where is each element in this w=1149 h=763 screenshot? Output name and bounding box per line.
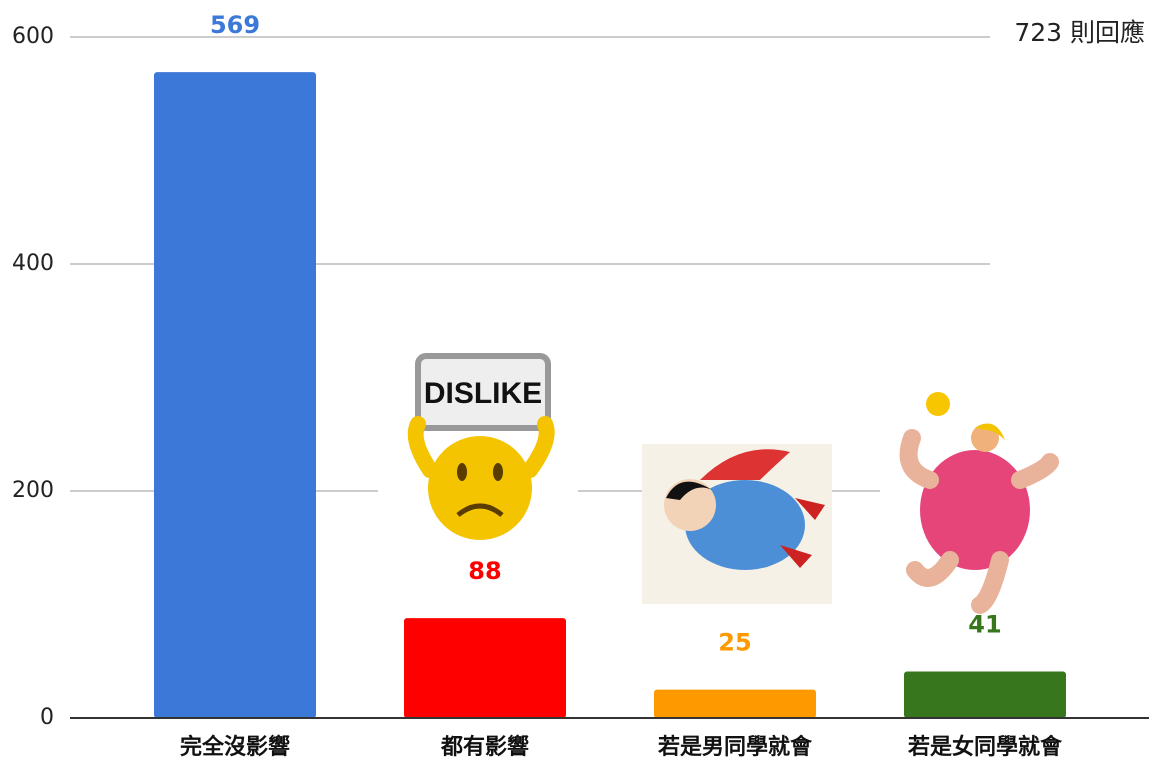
x-tick-label: 若是男同學就會 bbox=[658, 734, 813, 760]
sign-text: DISLIKE bbox=[424, 377, 542, 410]
x-tick-label: 完全沒影響 bbox=[180, 734, 290, 760]
bar bbox=[404, 618, 566, 718]
limbs bbox=[899, 429, 1059, 614]
lady-sticker bbox=[880, 380, 1060, 614]
bar bbox=[654, 689, 816, 718]
dislike-sticker: DISLIKE bbox=[378, 350, 578, 540]
response-count: 723 則回應 bbox=[1014, 18, 1145, 47]
boots bbox=[780, 498, 825, 568]
bar bbox=[904, 671, 1066, 718]
sign bbox=[415, 353, 551, 431]
value-label: 41 bbox=[968, 610, 1001, 638]
x-tick-label: 若是女同學就會 bbox=[908, 734, 1063, 760]
mouth bbox=[456, 503, 504, 517]
y-tick-label: 600 bbox=[12, 24, 54, 49]
eye bbox=[493, 463, 503, 481]
value-label: 569 bbox=[210, 11, 260, 39]
belly bbox=[920, 450, 1030, 570]
sun bbox=[926, 392, 950, 416]
arms bbox=[407, 416, 555, 478]
eye bbox=[457, 463, 467, 481]
hair bbox=[975, 423, 1005, 440]
y-tick-label: 200 bbox=[12, 478, 54, 503]
bar bbox=[154, 72, 316, 718]
superman-sticker bbox=[642, 444, 832, 604]
face bbox=[428, 436, 532, 540]
hair bbox=[666, 481, 712, 500]
y-tick-label: 400 bbox=[12, 251, 54, 276]
value-label: 25 bbox=[718, 629, 751, 657]
cape bbox=[700, 449, 790, 480]
y-tick-label: 0 bbox=[40, 705, 54, 730]
x-tick-label: 都有影響 bbox=[440, 734, 529, 760]
value-label: 88 bbox=[468, 557, 501, 585]
